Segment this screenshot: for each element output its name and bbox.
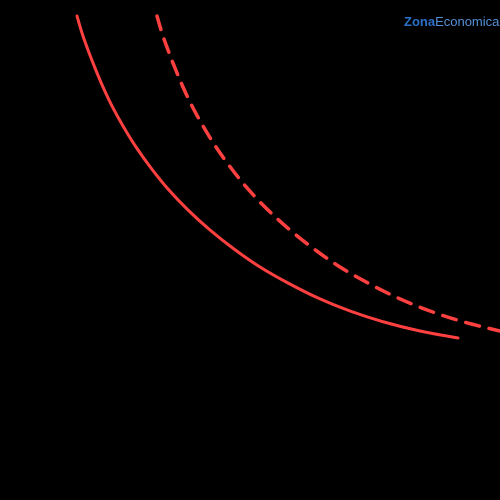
chart-svg [0,0,500,500]
chart-container: ZonaEconomica [0,0,500,500]
dashed-curve [157,16,500,331]
watermark-economica: Economica [435,14,499,29]
watermark-zona: Zona [404,14,435,29]
watermark: ZonaEconomica [404,14,499,29]
solid-curve [77,16,458,338]
